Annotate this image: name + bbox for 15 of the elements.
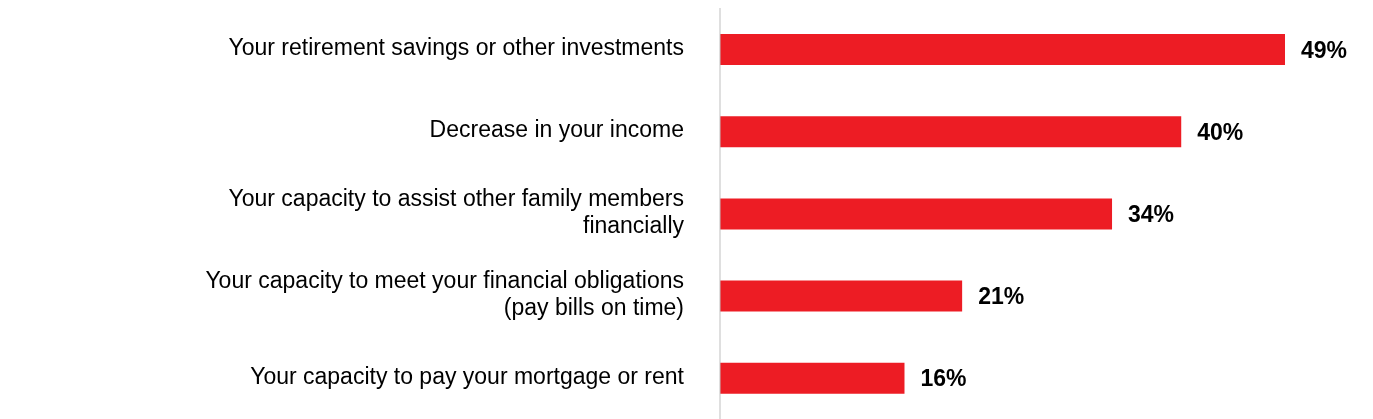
y-tick-label: Your capacity to pay your mortgage or rent <box>250 362 685 389</box>
data-label: 21% <box>978 283 1025 310</box>
data-label: 49% <box>1301 36 1348 63</box>
y-tick-label: Decrease in your income <box>429 116 684 143</box>
y-tick-label: Your retirement savings or other investments <box>228 34 684 61</box>
bar <box>720 280 963 312</box>
bar <box>720 362 905 394</box>
data-label: 16% <box>920 365 967 392</box>
bar <box>720 116 1182 148</box>
y-tick-label: Your capacity to meet your financial obligations (pay bills on time) <box>205 267 684 321</box>
data-label: 34% <box>1128 201 1175 228</box>
data-label: 40% <box>1197 118 1244 145</box>
bar <box>720 34 1285 65</box>
y-tick-label: Your capacity to assist other family members financially <box>228 185 685 239</box>
bar <box>720 198 1113 230</box>
